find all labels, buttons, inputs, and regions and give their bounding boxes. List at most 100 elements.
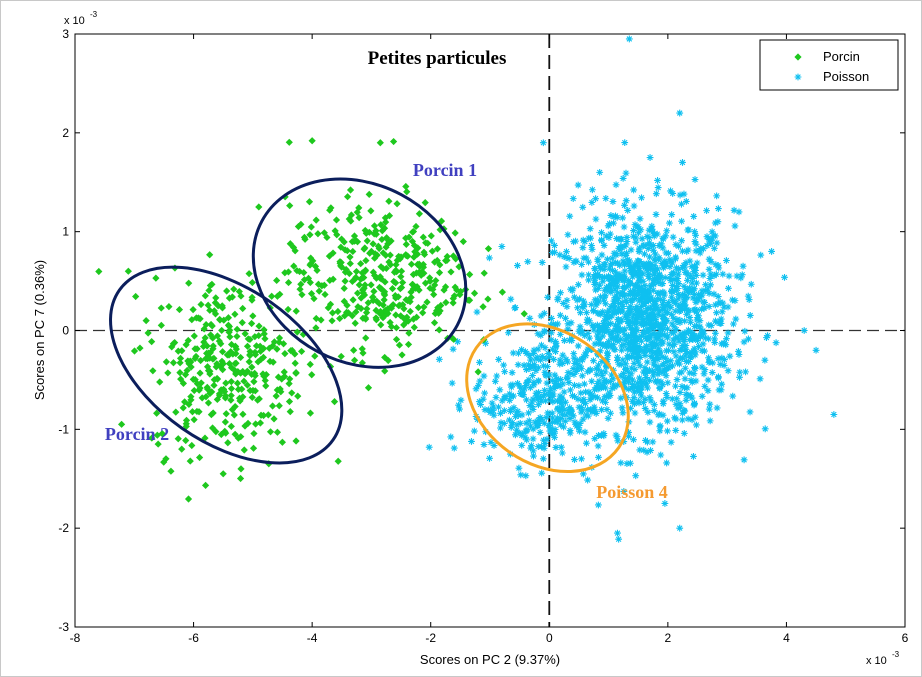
point-poisson [510,392,517,400]
point-porcin [231,360,239,368]
point-porcin [350,356,359,364]
point-poisson [569,365,577,373]
point-poisson [538,415,546,423]
point-poisson [619,272,627,280]
point-poisson [626,317,634,325]
point-porcin [270,415,278,423]
point-poisson [629,266,637,274]
point-poisson [678,217,686,225]
point-poisson [530,378,538,386]
point-poisson [688,287,696,295]
point-porcin [300,276,309,284]
point-poisson [691,348,699,356]
point-poisson [540,419,548,427]
point-poisson [501,394,509,402]
point-poisson [633,336,641,344]
point-poisson [707,270,715,278]
point-porcin [256,419,264,427]
point-porcin [250,378,258,386]
point-poisson [618,404,626,412]
point-porcin [413,283,421,291]
point-poisson [470,427,478,435]
point-poisson [551,248,559,256]
point-poisson [718,380,726,388]
point-porcin [367,207,375,215]
point-porcin [184,495,193,503]
point-poisson [703,242,711,249]
point-porcin [402,240,410,248]
point-poisson [658,340,666,348]
point-poisson [596,262,604,270]
point-poisson [663,417,671,425]
point-poisson [610,219,617,227]
point-porcin [186,457,194,465]
point-poisson [644,408,652,416]
point-porcin [269,358,277,366]
point-poisson [598,381,606,389]
point-poisson [562,411,570,419]
point-poisson [620,370,627,377]
point-poisson [699,340,707,348]
point-poisson [659,301,666,309]
point-porcin [421,279,430,287]
point-porcin [360,284,368,292]
point-poisson [635,229,642,237]
point-porcin [363,305,371,313]
point-poisson [664,427,671,435]
point-poisson [611,304,619,312]
point-poisson [599,341,607,349]
point-poisson [588,242,595,249]
point-porcin [290,262,298,270]
point-poisson [658,353,666,361]
point-poisson [518,411,526,419]
point-porcin [201,434,209,442]
point-poisson [535,364,542,372]
point-poisson [547,384,554,392]
point-porcin [406,307,414,316]
point-poisson [509,349,517,357]
point-poisson [539,455,547,463]
point-poisson [653,303,661,311]
point-poisson [643,448,651,456]
point-porcin [423,298,431,306]
point-poisson [701,366,709,374]
point-porcin [207,331,215,339]
point-poisson [681,296,689,304]
point-poisson [627,287,634,295]
point-porcin [407,293,415,301]
point-poisson [666,219,673,227]
point-poisson [480,372,488,380]
point-poisson [614,259,622,267]
point-poisson [592,195,600,203]
point-porcin [355,281,363,289]
point-poisson [638,337,645,345]
point-poisson [605,306,613,314]
point-porcin [230,285,238,293]
point-porcin [426,277,434,285]
point-poisson [516,419,524,427]
point-poisson [687,272,694,280]
point-porcin [196,453,204,462]
point-poisson [595,453,602,461]
point-poisson [756,375,764,383]
point-poisson [579,244,587,252]
point-poisson [688,416,696,424]
point-poisson [643,305,651,313]
point-porcin [362,256,370,265]
legend-marker-porcin-shape [794,53,802,61]
point-porcin [219,360,227,368]
point-poisson [724,303,732,311]
point-poisson [663,316,671,324]
point-porcin [343,308,351,316]
point-poisson [645,319,653,326]
point-porcin [382,243,390,251]
point-porcin [221,427,229,436]
point-poisson [592,215,600,223]
point-poisson [654,177,661,184]
point-poisson [621,267,629,275]
point-poisson [562,355,570,363]
point-poisson [564,231,572,239]
point-poisson [621,325,629,333]
point-porcin [357,304,365,313]
point-poisson [642,345,650,353]
